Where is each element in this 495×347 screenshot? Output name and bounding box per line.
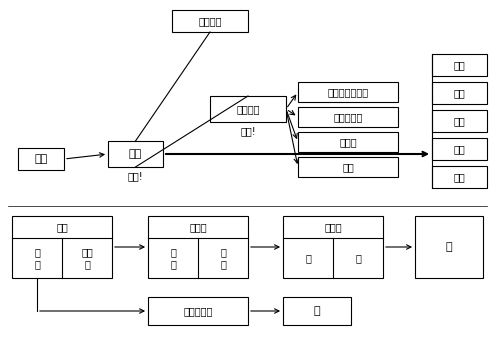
Text: 碱: 碱 xyxy=(355,253,361,263)
Text: 单质: 单质 xyxy=(56,222,68,232)
Bar xyxy=(298,82,398,102)
Bar xyxy=(432,138,487,160)
Bar xyxy=(18,148,64,170)
Text: 气态氢化物: 气态氢化物 xyxy=(183,306,213,316)
Text: 稳定性: 稳定性 xyxy=(339,137,357,147)
Text: 酸
性: 酸 性 xyxy=(170,247,176,269)
Bar xyxy=(148,216,248,278)
Text: 酸性，碱性: 酸性，碱性 xyxy=(333,112,363,122)
Bar xyxy=(415,216,483,278)
Text: 化学物质: 化学物质 xyxy=(236,104,260,114)
Text: 保存: 保存 xyxy=(453,144,465,154)
Bar xyxy=(172,10,248,32)
Text: 金
属: 金 属 xyxy=(34,247,40,269)
Bar xyxy=(432,82,487,104)
Text: 检验: 检验 xyxy=(453,172,465,182)
Text: 氧化性，还原性: 氧化性，还原性 xyxy=(327,87,369,97)
Bar xyxy=(148,297,248,325)
Text: 酸: 酸 xyxy=(305,253,311,263)
Bar xyxy=(210,96,286,122)
Text: 氧化物: 氧化物 xyxy=(189,222,207,232)
Text: 盐: 盐 xyxy=(446,242,452,252)
Bar xyxy=(432,110,487,132)
Bar xyxy=(432,54,487,76)
Text: 核心!: 核心! xyxy=(128,171,144,181)
Bar xyxy=(298,107,398,127)
Text: 结构: 结构 xyxy=(34,154,48,164)
Bar xyxy=(283,216,383,278)
Text: 制法: 制法 xyxy=(453,88,465,98)
Text: 碱
性: 碱 性 xyxy=(220,247,226,269)
Bar xyxy=(432,166,487,188)
Bar xyxy=(108,141,163,167)
Bar xyxy=(12,216,112,278)
Text: 用途: 用途 xyxy=(453,116,465,126)
Text: 水化物: 水化物 xyxy=(324,222,342,232)
Bar xyxy=(298,132,398,152)
Text: 物理性质: 物理性质 xyxy=(198,16,222,26)
Text: 特性: 特性 xyxy=(342,162,354,172)
Text: 核心!: 核心! xyxy=(240,126,256,136)
Text: 非金
属: 非金 属 xyxy=(81,247,93,269)
Bar xyxy=(283,297,351,325)
Text: 性质: 性质 xyxy=(129,149,142,159)
Bar xyxy=(298,157,398,177)
Text: 盐: 盐 xyxy=(314,306,320,316)
Text: 存在: 存在 xyxy=(453,60,465,70)
